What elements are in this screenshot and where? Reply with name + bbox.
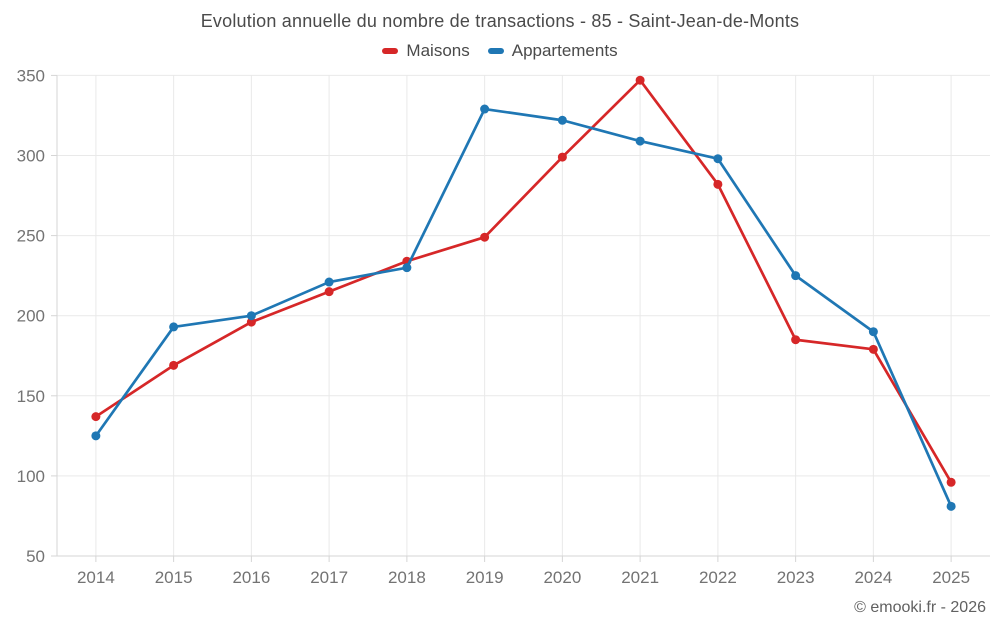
legend-swatch-appartements-icon	[487, 48, 504, 54]
legend-item-maisons[interactable]: Maisons	[382, 41, 470, 61]
data-point-appartements-2015[interactable]	[169, 322, 179, 332]
x-axis-label: 2020	[543, 568, 581, 587]
data-point-maisons-2016[interactable]	[246, 317, 256, 327]
x-axis-label: 2021	[621, 568, 659, 587]
data-point-maisons-2015[interactable]	[169, 360, 179, 370]
data-point-appartements-2016[interactable]	[246, 311, 256, 321]
data-point-maisons-2014[interactable]	[91, 412, 101, 422]
data-point-appartements-2023[interactable]	[791, 271, 801, 281]
data-point-appartements-2020[interactable]	[557, 115, 567, 125]
chart-legend: Maisons Appartements	[0, 41, 1000, 61]
data-point-maisons-2024[interactable]	[868, 344, 878, 354]
data-point-appartements-2022[interactable]	[713, 154, 723, 164]
data-point-maisons-2020[interactable]	[557, 152, 567, 162]
chart-title: Evolution annuelle du nombre de transact…	[200, 11, 800, 31]
copyright-credit: © emooki.fr - 2026	[854, 599, 986, 616]
data-point-appartements-2017[interactable]	[324, 277, 334, 287]
x-axis-label: 2025	[932, 568, 970, 587]
x-axis-label: 2017	[310, 568, 348, 587]
legend-label-appartements: Appartements	[511, 41, 618, 60]
legend-swatch-maisons-icon	[382, 48, 399, 54]
x-axis-label: 2023	[777, 568, 815, 587]
data-point-maisons-2023[interactable]	[791, 335, 801, 345]
y-axis-label: 50	[26, 547, 45, 566]
legend-item-appartements[interactable]: Appartements	[487, 41, 618, 61]
data-point-appartements-2024[interactable]	[868, 327, 878, 337]
data-point-maisons-2021[interactable]	[635, 75, 645, 85]
data-point-appartements-2018[interactable]	[402, 263, 412, 273]
data-point-appartements-2025[interactable]	[946, 501, 956, 511]
data-point-appartements-2021[interactable]	[635, 136, 645, 146]
x-axis-label: 2015	[155, 568, 193, 587]
legend-label-maisons: Maisons	[406, 41, 470, 60]
y-axis-label: 100	[17, 467, 45, 486]
x-axis-label: 2018	[388, 568, 426, 587]
y-axis-label: 250	[17, 227, 45, 246]
x-axis-label: 2024	[854, 568, 892, 587]
data-point-appartements-2014[interactable]	[91, 431, 101, 441]
data-point-maisons-2019[interactable]	[480, 232, 490, 242]
x-axis-label: 2022	[699, 568, 737, 587]
series-line-appartements	[94, 107, 953, 508]
data-point-maisons-2017[interactable]	[324, 287, 334, 297]
x-axis-label: 2016	[232, 568, 270, 587]
x-axis-label: 2019	[466, 568, 504, 587]
data-point-maisons-2022[interactable]	[713, 179, 723, 189]
y-axis-label: 300	[17, 147, 45, 166]
y-axis-label: 150	[17, 387, 45, 406]
series-line-maisons	[94, 78, 953, 484]
y-axis-label: 200	[17, 307, 45, 326]
data-point-maisons-2025[interactable]	[946, 477, 956, 487]
y-axis-label: 350	[17, 66, 45, 85]
x-axis-label: 2014	[77, 568, 115, 587]
data-point-appartements-2019[interactable]	[480, 104, 490, 114]
